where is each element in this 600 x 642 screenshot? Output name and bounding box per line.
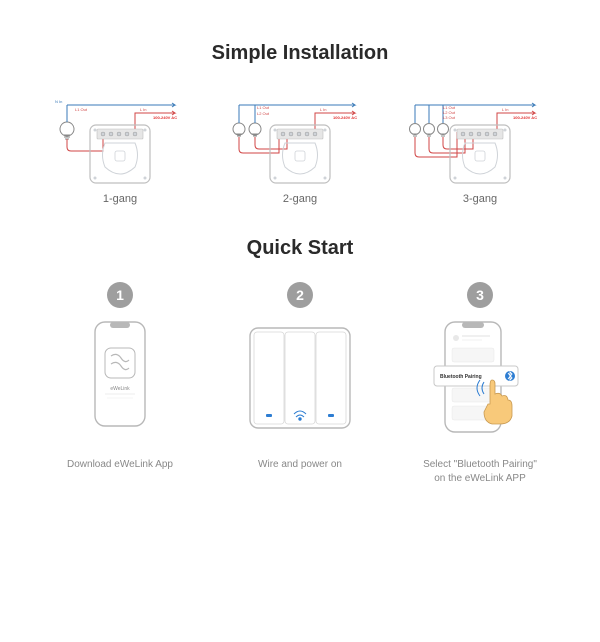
install-label-1gang: 1-gang <box>103 193 137 205</box>
phone-bluetooth-pairing-icon: Bluetooth Pairing <box>420 318 540 448</box>
voltage-label: 100-240V AC <box>153 115 177 120</box>
svg-text:L In: L In <box>502 107 509 112</box>
quickstart-step-1: 1 eWeLink Download eWeLink App <box>40 282 200 486</box>
wiring-diagram-1gang: N In L1 Out L In 100-240V AC <box>45 87 195 187</box>
install-item-3gang: L1 Out L2 Out L3 Out L In 100-240V AC 3-… <box>400 87 560 205</box>
step-badge-2: 2 <box>287 282 313 308</box>
quickstart-step-2: 2 Wire and power on <box>220 282 380 486</box>
step-caption-2: Wire and power on <box>258 458 342 472</box>
svg-text:100-240V AC: 100-240V AC <box>513 115 537 120</box>
switch-front-icon <box>240 318 360 448</box>
svg-text:eWeLink: eWeLink <box>110 386 130 392</box>
install-item-2gang: L1 Out L2 Out L In 100-240V AC 2-gang <box>220 87 380 205</box>
section-title-quickstart: Quick Start <box>0 237 600 260</box>
svg-text:L1 Out: L1 Out <box>257 105 270 110</box>
phone-download-app-icon: eWeLink <box>75 318 165 448</box>
quickstart-steps-row: 1 eWeLink Download eWeLink App 2 <box>0 282 600 486</box>
svg-text:L In: L In <box>320 107 327 112</box>
installation-diagrams-row: N In L1 Out L In 100-240V AC <box>0 87 600 205</box>
step-badge-3: 3 <box>467 282 493 308</box>
step-badge-1: 1 <box>107 282 133 308</box>
svg-text:Bluetooth Pairing: Bluetooth Pairing <box>440 374 482 380</box>
step-caption-3: Select "Bluetooth Pairing" on the eWeLin… <box>423 458 537 486</box>
install-item-1gang: N In L1 Out L In 100-240V AC <box>40 87 200 205</box>
quickstart-step-3: 3 Bluetooth Pairing <box>400 282 560 486</box>
install-label-2gang: 2-gang <box>283 193 317 205</box>
section-title-installation: Simple Installation <box>0 42 600 65</box>
svg-text:L2 Out: L2 Out <box>257 111 270 116</box>
n-in-label: N In <box>55 99 62 104</box>
step-caption-1: Download eWeLink App <box>67 458 173 472</box>
svg-text:L3 Out: L3 Out <box>443 115 456 120</box>
l-in-label: L In <box>140 107 147 112</box>
wiring-diagram-2gang: L1 Out L2 Out L In 100-240V AC <box>225 87 375 187</box>
svg-text:100-240V AC: 100-240V AC <box>333 115 357 120</box>
install-label-3gang: 3-gang <box>463 193 497 205</box>
l1out-label: L1 Out <box>75 107 88 112</box>
wiring-diagram-3gang: L1 Out L2 Out L3 Out L In 100-240V AC <box>405 87 555 187</box>
